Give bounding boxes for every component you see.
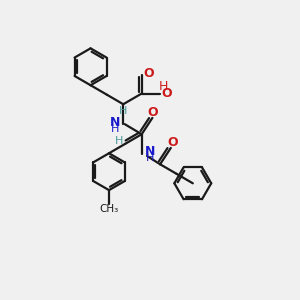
Text: CH₃: CH₃ (99, 204, 119, 214)
Text: H: H (111, 124, 119, 134)
Text: O: O (147, 106, 158, 119)
Text: H: H (119, 106, 128, 116)
Text: O: O (167, 136, 178, 149)
Text: O: O (143, 67, 154, 80)
Text: H: H (146, 153, 154, 163)
Text: N: N (145, 145, 155, 158)
Text: N: N (110, 116, 120, 129)
Text: H: H (115, 136, 123, 146)
Text: O: O (162, 87, 172, 100)
Text: H: H (159, 80, 168, 94)
